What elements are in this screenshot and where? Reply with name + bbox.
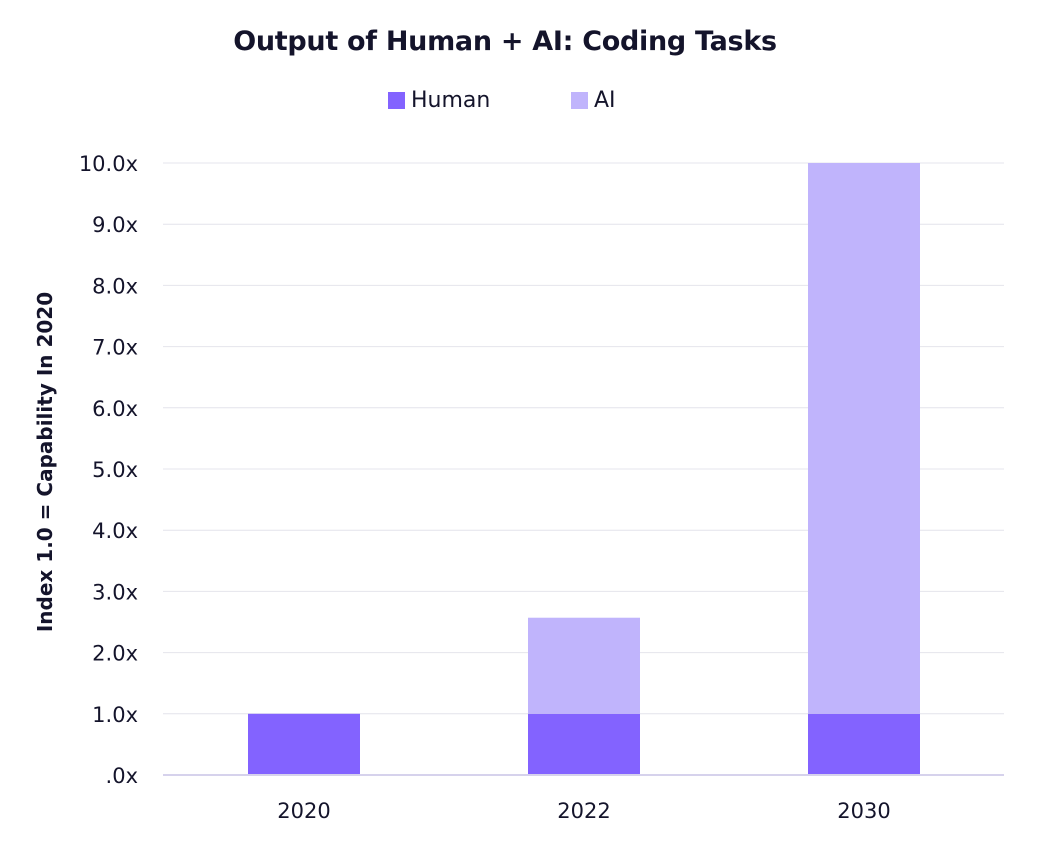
bar-ai-2030 — [808, 163, 920, 714]
y-tick-label-1: 1.0x — [92, 703, 138, 727]
y-tick-label-10: 10.0x — [79, 152, 138, 176]
y-tick-label-4: 4.0x — [92, 519, 138, 543]
x-tick-label-2022: 2022 — [557, 799, 610, 823]
bar-layer — [248, 163, 920, 775]
legend-label-human: Human — [411, 88, 491, 113]
x-tick-label-2030: 2030 — [837, 799, 890, 823]
y-tick-label-8: 8.0x — [92, 274, 138, 298]
y-tick-label-0: .0x — [106, 764, 138, 788]
chart-title: Output of Human + AI: Coding Tasks — [233, 26, 777, 57]
legend-label-ai: AI — [594, 88, 616, 113]
legend-item-human: Human — [388, 88, 490, 113]
y-tick-label-9: 9.0x — [92, 213, 138, 237]
label-layer: .0x 1.0x 2.0x 3.0x 4.0x 5.0x 6.0x 7.0x 8.0x 9.0x 1… — [79, 152, 891, 823]
y-tick-label-7: 7.0x — [92, 336, 138, 360]
y-tick-label-6: 6.0x — [92, 397, 138, 421]
y-axis-label: Index 1.0 = Capability In 2020 — [33, 292, 57, 632]
y-tick-label-3: 3.0x — [92, 580, 138, 604]
bar-human-2022 — [528, 713, 640, 775]
legend-swatch-ai — [571, 92, 588, 109]
bar-human-2020 — [248, 713, 360, 775]
legend-item-ai: AI — [571, 88, 616, 113]
y-tick-label-5: 5.0x — [92, 458, 138, 482]
y-tick-label-2: 2.0x — [92, 642, 138, 666]
bar-ai-2022 — [528, 617, 640, 714]
bar-human-2030 — [808, 713, 920, 775]
legend-swatch-human — [388, 92, 405, 109]
x-tick-label-2020: 2020 — [277, 799, 330, 823]
